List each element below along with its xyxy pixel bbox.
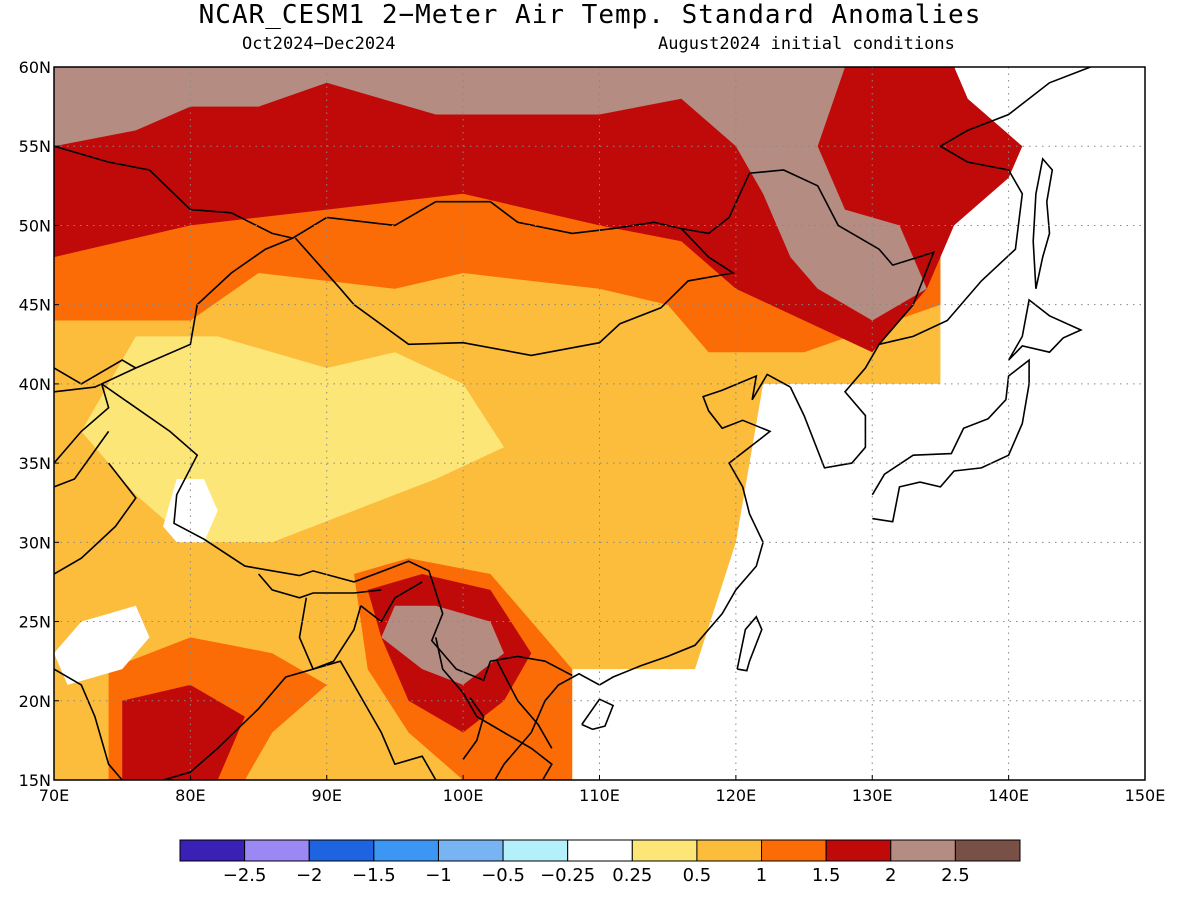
outline-line <box>54 169 935 464</box>
colorbar-swatch <box>437 839 504 862</box>
colorbar-label: −1 <box>425 865 452 886</box>
colorbar-swatch <box>890 839 956 862</box>
colorbar-label: 1.5 <box>812 865 841 886</box>
colorbar-label: 0.5 <box>683 865 712 886</box>
anomaly-region-yunnan-extreme <box>381 605 504 685</box>
colorbar-swatch <box>502 839 569 862</box>
colorbar-label: −2.5 <box>223 865 267 886</box>
outline-line <box>463 373 791 780</box>
outline-line <box>54 668 123 780</box>
outline-line <box>54 359 137 385</box>
outline-line <box>298 597 362 671</box>
outline-line <box>871 358 1030 523</box>
map-title: NCAR_CESM1 2−Meter Air Temp. Standard An… <box>198 0 982 30</box>
x-tick-label: 150E <box>1125 786 1166 805</box>
outline-line <box>257 573 382 599</box>
outline-line <box>1032 157 1054 289</box>
y-tick-label: 15N <box>19 771 51 790</box>
x-tick-label: 130E <box>852 786 893 805</box>
colorbar-label: 1 <box>756 865 767 886</box>
x-tick-label: 70E <box>39 786 69 805</box>
outline-line <box>736 615 763 672</box>
anomaly-region-manchuria-strong <box>845 67 968 147</box>
y-tick-label: 20N <box>19 692 51 711</box>
colorbar-swatch <box>696 839 763 862</box>
outline-line <box>54 462 137 575</box>
x-tick-label: 120E <box>716 786 757 805</box>
outline-line <box>1007 298 1083 361</box>
outline-line <box>789 67 1091 469</box>
colorbar: −2.5 −2 −1.5 −1 −0.5 −0.25 0.25 0.5 1 1.5 2 2.5 <box>179 839 1021 886</box>
colorbar-swatch <box>567 839 633 862</box>
y-tick-label: 35N <box>19 454 51 473</box>
colorbar-swatch <box>244 839 310 862</box>
colorbar-swatch <box>761 839 827 862</box>
outline-line <box>435 637 553 780</box>
y-tick-label: 25N <box>19 613 51 632</box>
outline-line <box>54 383 103 393</box>
outline-line <box>101 383 573 682</box>
colorbar-swatch <box>179 839 246 862</box>
y-tick-label: 40N <box>19 375 51 394</box>
anomaly-region-india-west-weak <box>54 605 150 685</box>
outline-line <box>581 698 615 731</box>
axis-labels: 70E 80E 90E 100E 110E 120E 130E 140E 150E 15N 20N 2… <box>19 58 1166 805</box>
colorbar-label: −0.5 <box>481 865 525 886</box>
coastline-layer <box>54 67 1091 780</box>
x-tick-label: 100E <box>443 786 484 805</box>
forecast-period: Oct2024−Dec2024 <box>242 34 396 54</box>
initial-conditions: August2024 initial conditions <box>658 34 955 54</box>
x-tick-label: 80E <box>175 786 205 805</box>
colorbar-swatch <box>954 839 1021 862</box>
y-tick-label: 60N <box>19 58 51 77</box>
outline-line <box>54 430 110 488</box>
y-tick-label: 30N <box>19 533 51 552</box>
colorbar-swatch <box>308 839 375 862</box>
y-tick-label: 55N <box>19 137 51 156</box>
outline-line <box>360 581 423 623</box>
y-tick-label: 45N <box>19 296 51 315</box>
colorbar-label: −1.5 <box>352 865 396 886</box>
colorbar-label: 0.25 <box>612 865 652 886</box>
x-tick-label: 110E <box>579 786 620 805</box>
colorbar-label: 2.5 <box>941 865 970 886</box>
x-tick-label: 90E <box>312 786 342 805</box>
outline-line <box>54 145 293 239</box>
colorbar-label: 2 <box>885 865 896 886</box>
colorbar-label: −2 <box>296 865 323 886</box>
outline-line <box>462 697 485 760</box>
anomaly-region-siberia-extreme <box>54 67 927 321</box>
colorbar-label: −0.25 <box>540 865 595 886</box>
colorbar-swatch <box>825 839 892 862</box>
anomaly-region-india-very-strong <box>122 684 245 780</box>
y-tick-label: 50N <box>19 216 51 235</box>
outline-line <box>496 660 553 749</box>
x-tick-label: 140E <box>988 786 1029 805</box>
colorbar-swatch <box>631 839 698 862</box>
colorbar-swatch <box>373 839 439 862</box>
anomaly-fill-layer <box>54 67 1023 780</box>
